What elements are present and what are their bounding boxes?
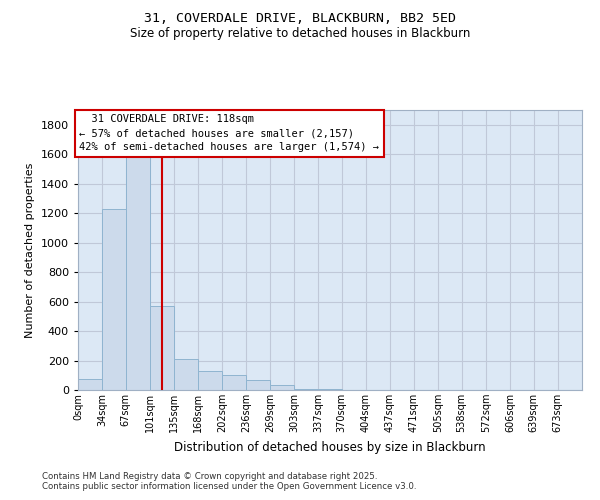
Bar bbox=[102, 208, 126, 390]
Text: 31, COVERDALE DRIVE, BLACKBURN, BB2 5ED: 31, COVERDALE DRIVE, BLACKBURN, BB2 5ED bbox=[144, 12, 456, 26]
Text: Contains public sector information licensed under the Open Government Licence v3: Contains public sector information licen… bbox=[42, 482, 416, 491]
Text: 31 COVERDALE DRIVE: 118sqm
← 57% of detached houses are smaller (2,157)
42% of s: 31 COVERDALE DRIVE: 118sqm ← 57% of deta… bbox=[79, 114, 379, 152]
Bar bbox=[150, 306, 174, 390]
Bar bbox=[78, 379, 102, 390]
Bar bbox=[270, 385, 294, 390]
Bar bbox=[198, 371, 222, 390]
Text: Contains HM Land Registry data © Crown copyright and database right 2025.: Contains HM Land Registry data © Crown c… bbox=[42, 472, 377, 481]
X-axis label: Distribution of detached houses by size in Blackburn: Distribution of detached houses by size … bbox=[174, 440, 486, 454]
Bar bbox=[246, 380, 270, 390]
Bar bbox=[174, 359, 198, 390]
Y-axis label: Number of detached properties: Number of detached properties bbox=[25, 162, 35, 338]
Bar bbox=[126, 132, 150, 390]
Text: Size of property relative to detached houses in Blackburn: Size of property relative to detached ho… bbox=[130, 28, 470, 40]
Bar bbox=[294, 388, 318, 390]
Bar bbox=[222, 376, 246, 390]
